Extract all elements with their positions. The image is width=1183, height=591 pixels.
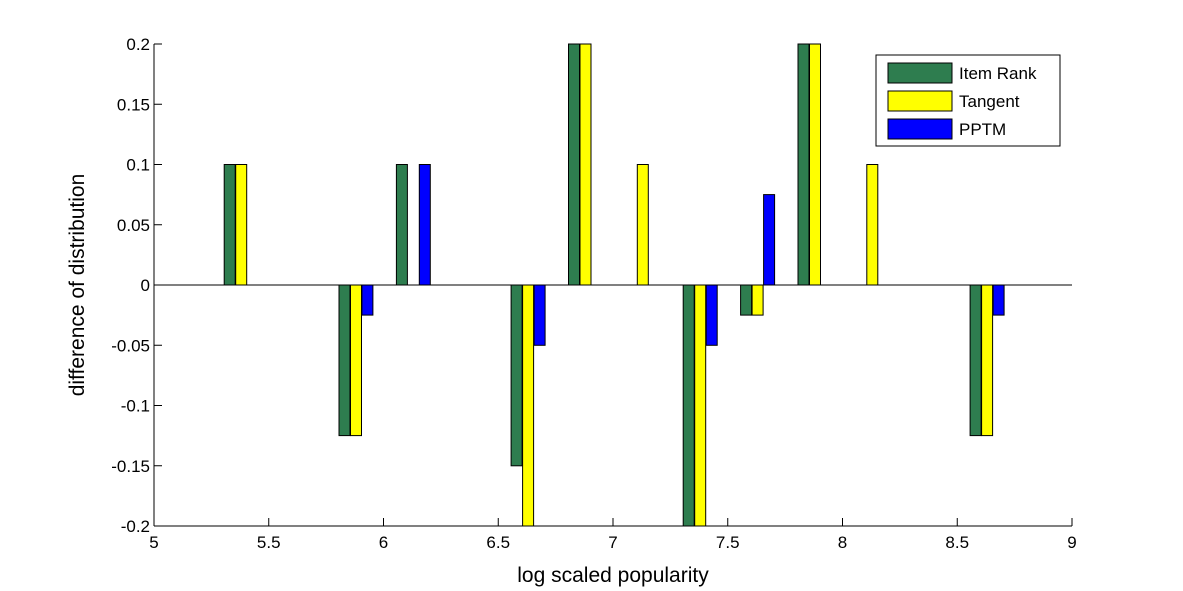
bar-item-rank-3 (510, 284, 523, 467)
bar-item-rank-7 (797, 43, 810, 286)
x-tick-label: 5 (149, 533, 158, 552)
bar-item-rank-6 (740, 284, 753, 316)
y-tick-label: -0.2 (121, 517, 150, 536)
legend-swatch-item-rank (887, 62, 953, 84)
x-tick-label: 9 (1067, 533, 1076, 552)
bar-tangent-6 (751, 284, 764, 316)
y-tick-label: 0.15 (117, 95, 150, 114)
legend-label: Item Rank (959, 64, 1037, 83)
bar-tangent-2 (522, 284, 535, 527)
bar-tangent-5 (694, 284, 707, 527)
bar-pptm-3 (705, 284, 718, 346)
bar-tangent-1 (350, 284, 362, 437)
y-tick-label: 0.2 (126, 35, 150, 54)
bar-item-rank-5 (682, 284, 695, 527)
bars-group (223, 43, 1005, 527)
bar-pptm-2 (533, 284, 546, 346)
x-tick-label: 8.5 (945, 533, 969, 552)
bar-item-rank-1 (338, 284, 351, 437)
bar-item-rank-0 (223, 164, 236, 286)
bar-item-rank-8 (969, 284, 982, 437)
y-tick-label: 0.1 (126, 156, 150, 175)
bar-tangent-9 (981, 284, 994, 437)
legend-label: Tangent (959, 92, 1020, 111)
x-tick-label: 7 (608, 533, 617, 552)
tick-labels: 5 5.5 6 6.5 7 7.5 8 8.5 9 -0.2 -0.15 -0.1 -0.05 0 0.05… (111, 35, 1076, 552)
y-tick-label: 0.05 (117, 216, 150, 235)
legend-swatch-tangent (887, 90, 953, 112)
x-axis-label: log scaled popularity (517, 564, 709, 587)
y-tick-label: 0 (141, 276, 150, 295)
x-tick-label: 8 (838, 533, 847, 552)
bar-item-rank-2 (395, 164, 408, 286)
x-tick-label: 7.5 (716, 533, 740, 552)
bar-pptm-1 (418, 164, 431, 286)
legend-label: PPTM (959, 120, 1006, 139)
x-tick-label: 5.5 (257, 533, 281, 552)
x-tick-label: 6.5 (486, 533, 510, 552)
legend-swatch-pptm (887, 118, 953, 140)
y-tick-label: -0.1 (121, 397, 150, 416)
bar-tangent-7 (809, 43, 821, 286)
legend: Item Rank Tangent PPTM (875, 54, 1061, 147)
bar-pptm-5 (992, 284, 1005, 316)
bar-tangent-8 (866, 164, 879, 286)
bar-tangent-4 (636, 164, 649, 286)
x-tick-label: 6 (379, 533, 388, 552)
y-axis-label: difference of distribution (66, 174, 89, 397)
bar-tangent-0 (235, 164, 248, 286)
y-tick-label: -0.05 (111, 336, 150, 355)
bar-tangent-3 (579, 43, 592, 286)
y-tick-label: -0.15 (111, 457, 150, 476)
bar-pptm-0 (361, 284, 374, 316)
bar-item-rank-4 (568, 43, 580, 286)
bar-pptm-4 (763, 194, 776, 286)
